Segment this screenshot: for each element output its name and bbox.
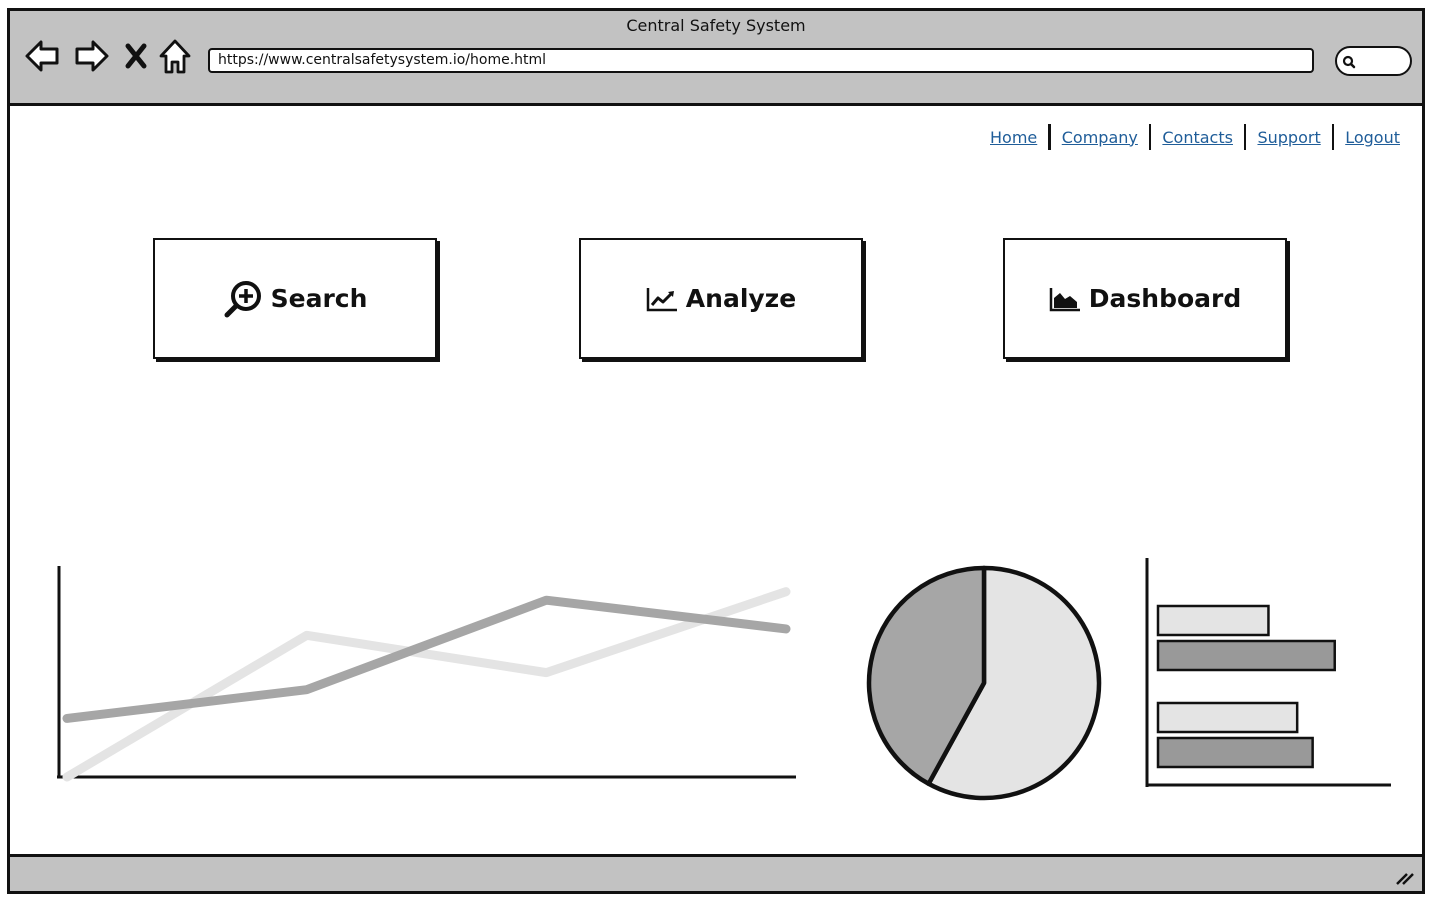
nav-divider — [1331, 124, 1335, 150]
nav-divider — [1048, 124, 1051, 150]
browser-search-box[interactable] — [1335, 46, 1412, 76]
window-title: Central Safety System — [626, 16, 806, 35]
top-nav: Home Company Contacts Support Logout — [990, 124, 1400, 150]
forward-arrow-icon[interactable] — [74, 37, 110, 75]
nav-link-support[interactable]: Support — [1257, 127, 1321, 147]
nav-link-company[interactable]: Company — [1061, 127, 1138, 147]
nav-link-contacts[interactable]: Contacts — [1162, 127, 1233, 147]
search-plus-icon — [223, 279, 263, 319]
title-bar: Central Safety System https://www.centra… — [10, 11, 1422, 106]
bar-2-1 — [1156, 701, 1299, 734]
line-chart — [57, 566, 796, 782]
address-bar[interactable]: https://www.centralsafetysystem.io/home.… — [208, 48, 1314, 73]
pie-slice-1 — [926, 565, 1102, 801]
bar-2-2 — [1156, 736, 1314, 769]
pie-slice-2 — [866, 565, 987, 787]
search-icon — [1342, 55, 1356, 69]
nav-link-logout[interactable]: Logout — [1345, 127, 1400, 147]
nav-divider — [1243, 124, 1247, 150]
bar-1-2 — [1156, 639, 1336, 672]
home-icon[interactable] — [158, 37, 192, 75]
browser-window: Central Safety System https://www.centra… — [7, 8, 1425, 894]
line-series-2 — [62, 595, 791, 723]
analyze-button-label: Analyze — [685, 284, 797, 313]
resize-grip-icon[interactable] — [1394, 870, 1416, 886]
pie-chart — [866, 565, 1102, 801]
bar-1-1 — [1156, 604, 1270, 637]
back-arrow-icon[interactable] — [24, 37, 60, 75]
search-button-label: Search — [270, 284, 368, 313]
search-button[interactable]: Search — [153, 238, 437, 359]
dashboard-button-label: Dashboard — [1088, 284, 1242, 313]
stop-icon[interactable] — [122, 37, 150, 75]
line-chart-icon — [646, 286, 678, 312]
analyze-button[interactable]: Analyze — [579, 238, 863, 359]
nav-divider — [1148, 124, 1152, 150]
area-chart-icon — [1049, 286, 1081, 312]
bar-chart — [1145, 558, 1391, 787]
nav-link-home[interactable]: Home — [990, 127, 1038, 147]
dashboard-button[interactable]: Dashboard — [1003, 238, 1287, 359]
status-bar — [10, 854, 1422, 891]
